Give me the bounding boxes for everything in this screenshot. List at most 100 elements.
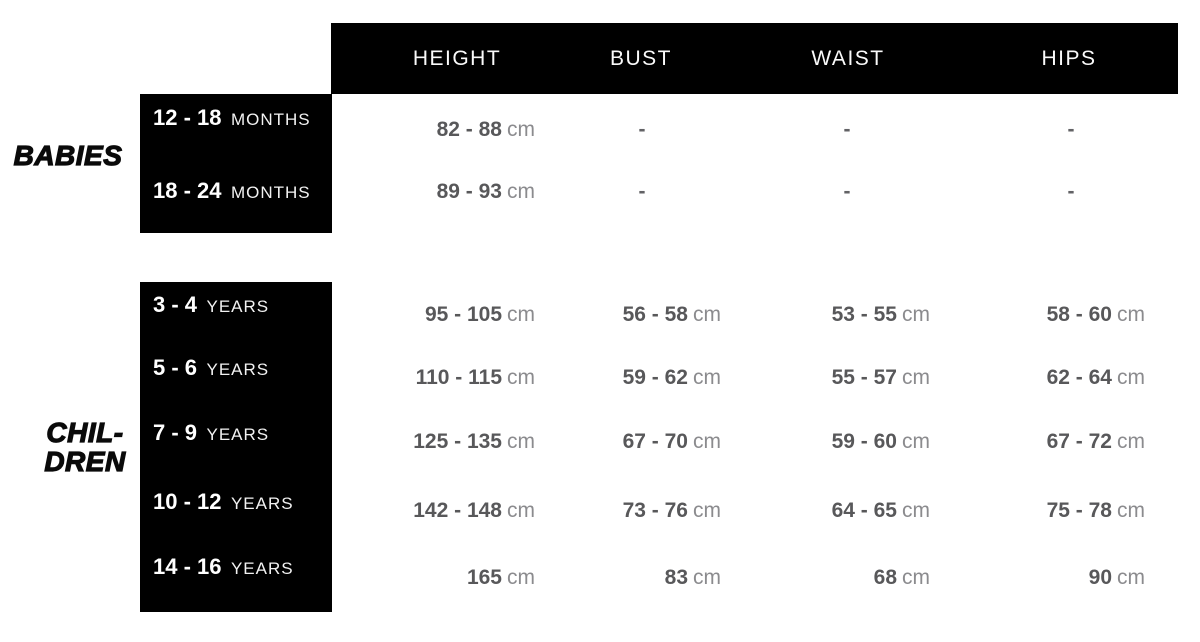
cell-height-children-4: 142 - 148 cm	[413, 499, 535, 523]
measurement-value: 142 - 148	[413, 499, 502, 522]
age-unit: MONTHS	[230, 110, 311, 129]
measurement-unit: cm	[507, 180, 535, 203]
age-unit: YEARS	[206, 425, 270, 444]
measurement-value: 67 - 70	[622, 430, 688, 453]
age-row-5-6-years: 5 - 6 YEARS	[153, 355, 269, 381]
cell-hips-children-3: 67 - 72 cm	[1047, 430, 1145, 454]
measurement-value: 68	[873, 566, 897, 589]
measurement-unit: cm	[902, 430, 930, 453]
measurement-unit: cm	[1117, 430, 1145, 453]
age-row-3-4-years: 3 - 4 YEARS	[153, 292, 269, 318]
column-header-waist: WAIST	[811, 46, 885, 70]
measurement-unit: cm	[507, 303, 535, 326]
age-range: 7 - 9	[153, 420, 198, 445]
measurement-unit: cm	[902, 566, 930, 589]
age-range: 10 - 12	[153, 489, 222, 514]
age-row-12-18-months: 12 - 18 MONTHS	[153, 105, 311, 131]
measurement-value: 58 - 60	[1046, 303, 1112, 326]
measurement-value: 56 - 58	[622, 303, 688, 326]
cell-bust-children-4: 73 - 76 cm	[623, 499, 721, 523]
cell-hips-children-2: 62 - 64 cm	[1047, 366, 1145, 390]
age-range: 5 - 6	[153, 355, 198, 380]
cell-waist-babies-2-empty: -	[843, 180, 851, 203]
column-header-hips: HIPS	[1041, 46, 1097, 70]
cell-hips-children-4: 75 - 78 cm	[1047, 499, 1145, 523]
section-label-babies: BABIES	[8, 140, 128, 171]
age-row-18-24-months: 18 - 24 MONTHS	[153, 178, 311, 204]
cell-height-babies-1: 82 - 88 cm	[437, 118, 535, 142]
cell-height-children-1: 95 - 105 cm	[425, 303, 535, 327]
measurement-unit: cm	[1117, 303, 1145, 326]
section-label-line1: CHIL-	[46, 417, 124, 448]
age-range: 14 - 16	[153, 554, 222, 579]
cell-hips-babies-2-empty: -	[1067, 180, 1075, 203]
measurement-value: 67 - 72	[1046, 430, 1112, 453]
cell-height-children-3: 125 - 135 cm	[413, 430, 535, 454]
cell-height-children-2: 110 - 115 cm	[416, 366, 535, 390]
age-row-10-12-years: 10 - 12 YEARS	[153, 489, 294, 515]
section-label-line2: DREN	[44, 446, 126, 477]
age-unit: YEARS	[230, 494, 294, 513]
section-label-children: CHIL- DREN	[28, 417, 142, 477]
measurement-value: 59 - 62	[622, 366, 688, 389]
measurement-value: 95 - 105	[424, 303, 502, 326]
measurement-value: 75 - 78	[1046, 499, 1112, 522]
age-row-7-9-years: 7 - 9 YEARS	[153, 420, 269, 446]
cell-waist-children-3: 59 - 60 cm	[832, 430, 930, 454]
cell-hips-children-5: 90 cm	[1089, 566, 1145, 590]
measurement-value: 55 - 57	[831, 366, 897, 389]
measurement-value: 83	[664, 566, 688, 589]
measurement-value: 62 - 64	[1046, 366, 1112, 389]
cell-bust-children-2: 59 - 62 cm	[623, 366, 721, 390]
measurement-unit: cm	[693, 366, 721, 389]
age-unit: YEARS	[206, 360, 270, 379]
measurement-value: 165	[466, 566, 502, 589]
measurement-unit: cm	[1117, 366, 1145, 389]
cell-height-children-5: 165 cm	[467, 566, 535, 590]
column-header-bust: BUST	[609, 46, 673, 70]
cell-bust-children-1: 56 - 58 cm	[623, 303, 721, 327]
measurement-unit: cm	[693, 303, 721, 326]
measurement-unit: cm	[507, 566, 535, 589]
measurement-unit: cm	[693, 566, 721, 589]
measurement-value: 73 - 76	[622, 499, 688, 522]
measurement-unit: cm	[1117, 499, 1145, 522]
measurement-unit: cm	[507, 118, 535, 141]
age-unit: MONTHS	[230, 183, 311, 202]
measurement-value: 64 - 65	[831, 499, 897, 522]
measurement-unit: cm	[1117, 566, 1145, 589]
measurement-unit: cm	[902, 499, 930, 522]
babies-age-box: 12 - 18 MONTHS 18 - 24 MONTHS	[140, 94, 332, 233]
age-range: 18 - 24	[153, 178, 222, 203]
age-row-14-16-years: 14 - 16 YEARS	[153, 554, 294, 580]
measurement-unit: cm	[693, 430, 721, 453]
measurement-value: 53 - 55	[831, 303, 897, 326]
measurement-unit: cm	[902, 366, 930, 389]
measurement-value: 110 - 115	[415, 366, 502, 389]
measurement-value: 90	[1088, 566, 1112, 589]
cell-bust-babies-1-empty: -	[638, 118, 646, 141]
measurement-value: 125 - 135	[413, 430, 502, 453]
age-unit: YEARS	[206, 297, 270, 316]
age-range: 3 - 4	[153, 292, 198, 317]
measurement-unit: cm	[693, 499, 721, 522]
cell-hips-babies-1-empty: -	[1067, 118, 1075, 141]
cell-waist-children-4: 64 - 65 cm	[832, 499, 930, 523]
cell-waist-children-5: 68 cm	[874, 566, 930, 590]
section-label-text: BABIES	[13, 140, 123, 171]
cell-bust-babies-2-empty: -	[638, 180, 646, 203]
measurement-unit: cm	[507, 430, 535, 453]
age-range: 12 - 18	[153, 105, 222, 130]
measurement-value: 82 - 88	[436, 118, 502, 141]
cell-bust-children-5: 83 cm	[665, 566, 721, 590]
cell-waist-babies-1-empty: -	[843, 118, 851, 141]
measurement-unit: cm	[507, 366, 535, 389]
cell-waist-children-1: 53 - 55 cm	[832, 303, 930, 327]
cell-bust-children-3: 67 - 70 cm	[623, 430, 721, 454]
table-header-bar: HEIGHT BUST WAIST HIPS	[331, 23, 1178, 94]
measurement-unit: cm	[902, 303, 930, 326]
cell-hips-children-1: 58 - 60 cm	[1047, 303, 1145, 327]
measurement-value: 89 - 93	[436, 180, 502, 203]
measurement-unit: cm	[507, 499, 535, 522]
